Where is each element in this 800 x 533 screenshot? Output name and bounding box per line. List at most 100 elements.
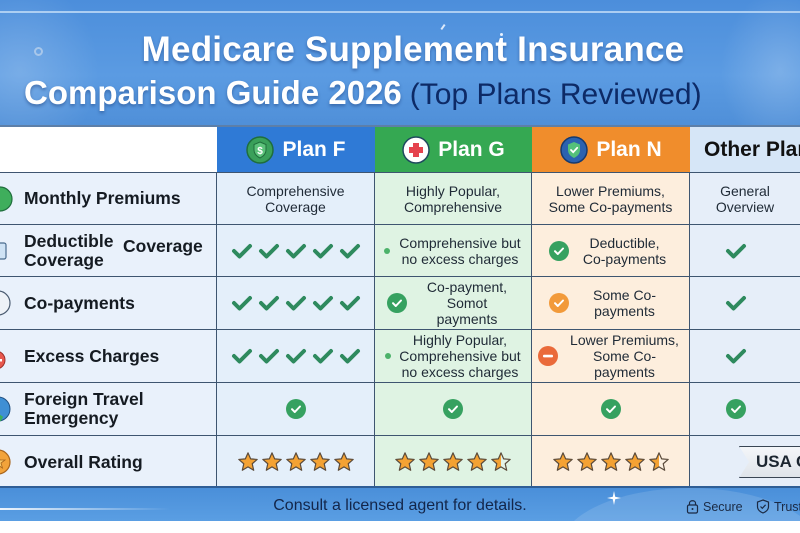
row-label-cell: Monthly Premiums: [0, 172, 217, 224]
column-header-plan-f: $ Plan F: [217, 127, 375, 172]
check-group: [231, 242, 361, 260]
star-full-icon: [333, 452, 354, 471]
row-label: Overall Rating: [24, 451, 143, 472]
cell-plan-g: Co-payment, Somot payments: [375, 276, 532, 329]
check-item: Some Co-payments: [549, 287, 672, 319]
star-full-icon: [552, 452, 573, 471]
circle-check-icon: [726, 399, 746, 419]
header-divider: [0, 11, 800, 13]
star-full-icon: [467, 452, 487, 471]
cell-plan-g: Highly Popular, Comprehensive: [375, 172, 532, 224]
check-icon: [339, 349, 360, 364]
page-title: Medicare Supplement Insurance: [141, 30, 685, 69]
star-full-icon: [443, 452, 463, 471]
check-icon: [726, 296, 746, 311]
table-row: Excess Charges Highly Popular, Comprehen…: [0, 329, 800, 382]
cell-plan-f: [217, 329, 375, 382]
star-full-icon: [309, 452, 330, 471]
check-icon: [231, 296, 252, 311]
globe-icon: [0, 396, 11, 422]
check-icon: [258, 296, 279, 311]
check-item: Co-payment, Somot payments: [386, 279, 520, 327]
check-icon: [312, 243, 333, 258]
green-coin-icon: [0, 185, 13, 212]
check-icon: [285, 296, 306, 311]
cell-plan-n: [532, 435, 690, 488]
svg-text:$: $: [258, 146, 264, 157]
cell-plan-n: Lower Premiums, Some Co-payments: [532, 329, 690, 382]
medical-cross-icon: [402, 135, 430, 164]
cell-text: Highly Popular, Comprehensive but no exc…: [399, 332, 521, 380]
bullet-dot-icon: [383, 247, 390, 254]
cell-other: [690, 224, 800, 276]
table-row: Foreign Travel Emergency: [0, 382, 800, 435]
cell-plan-f: [217, 382, 375, 435]
column-header-label: Plan F: [282, 137, 346, 161]
star-full-icon: [600, 452, 621, 471]
column-header-label: Plan G: [438, 137, 505, 161]
cell-other: [690, 382, 800, 435]
decorative-glow: [0, 0, 100, 126]
check-icon: [312, 349, 333, 364]
cell-plan-g: Highly Popular, Comprehensive but no exc…: [375, 329, 532, 382]
secure-label: Secure: [703, 499, 743, 514]
page-header: Medicare Supplement Insurance Comparison…: [0, 0, 800, 126]
minus-circle-icon: [537, 346, 558, 366]
row-label-extra: Coverage: [123, 236, 203, 256]
cell-other: [690, 329, 800, 382]
trust-label: Trust: [774, 499, 800, 514]
cell-text: General Overview: [715, 182, 775, 215]
lock-icon: [686, 500, 699, 514]
star-full-icon: [237, 452, 258, 471]
decorative-streak: [0, 508, 170, 510]
page-footer: Consult a licensed agent for details. Se…: [0, 486, 800, 521]
check-icon: [285, 243, 306, 258]
table-row: Deductible Coverage Coverage Comprehensi…: [0, 224, 800, 276]
row-label: Deductible Coverage Coverage: [24, 230, 203, 270]
page-title-line2: Comparison Guide 2026 (Top Plans Reviewed…: [24, 74, 702, 112]
star-rating: [394, 451, 512, 473]
row-label-cell: Co-payments: [0, 276, 217, 329]
table-row: Overall Rating: [0, 435, 800, 488]
cell-plan-f: [217, 276, 375, 329]
row-label: Monthly Premiums: [24, 188, 181, 208]
minus-item: Lower Premiums, Some Co-payments: [537, 332, 684, 380]
cell-text: Comprehensive but no excess charges: [399, 234, 521, 267]
column-header-plan-g: Plan G: [375, 127, 532, 172]
shield-dollar-icon: $: [246, 135, 275, 164]
row-label: Excess Charges: [24, 345, 160, 366]
comparison-table: $ Plan F Plan G Plan N Other Plans Month…: [0, 125, 800, 488]
row-label-main: Deductible Coverage: [24, 230, 114, 270]
bullet-item: Comprehensive but no excess charges: [383, 234, 523, 267]
cell-plan-g: Comprehensive but no excess charges: [375, 224, 532, 276]
cell-text: Some Co-payments: [592, 287, 657, 319]
cell-plan-n: Lower Premiums, Some Co-payments: [532, 172, 690, 224]
star-full-icon: [419, 452, 439, 471]
star-badge-icon: [0, 449, 11, 475]
check-icon: [339, 243, 360, 258]
cell-plan-n: Deductible, Co-payments: [532, 224, 690, 276]
table-row: Monthly Premiums Comprehensive Coverage …: [0, 172, 800, 224]
check-icon: [726, 243, 746, 258]
row-label: Co-payments: [24, 292, 135, 313]
check-icon: [231, 243, 252, 258]
usa-ribbon-badge: USA C: [739, 446, 800, 478]
table-header-blank: [0, 127, 217, 172]
secure-badge: Secure: [686, 499, 743, 514]
card-icon: [0, 290, 11, 316]
row-label-cell: Excess Charges: [0, 329, 217, 382]
column-header-plan-n: Plan N: [532, 127, 690, 172]
shield-check-outline-icon: [756, 499, 770, 514]
cell-other: [690, 276, 800, 329]
column-header-label: Other Plans: [704, 137, 800, 161]
page-title-main: Comparison Guide 2026: [24, 74, 402, 111]
cell-text: Lower Premiums, Some Co-payments: [548, 182, 673, 215]
cell-other: USA C: [690, 435, 800, 488]
row-label: Foreign Travel Emergency: [24, 389, 144, 428]
star-half-icon: [648, 452, 669, 471]
circle-check-icon: [285, 399, 306, 419]
footer-note-text: Consult a licensed agent for details.: [273, 497, 527, 514]
cell-plan-g: [375, 435, 532, 488]
cell-plan-n: Some Co-payments: [532, 276, 690, 329]
check-icon: [258, 349, 279, 364]
